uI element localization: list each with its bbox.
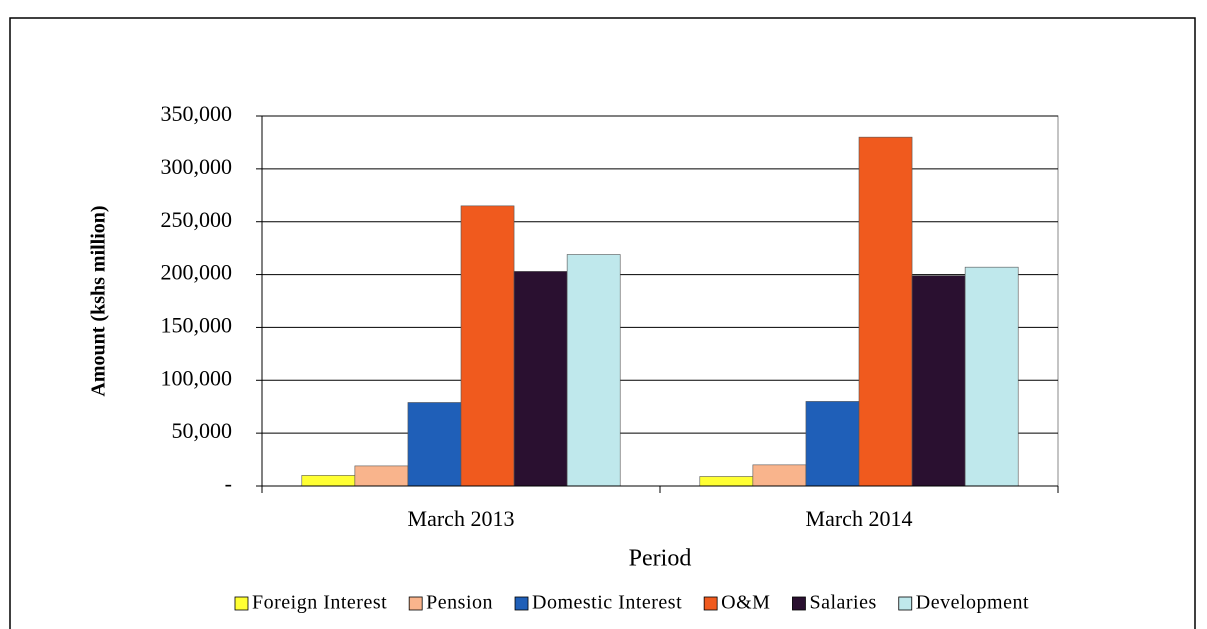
legend-swatch bbox=[703, 596, 718, 611]
bar bbox=[513, 271, 568, 487]
bar bbox=[752, 464, 807, 487]
bar bbox=[566, 254, 621, 487]
legend-label: Development bbox=[916, 592, 1029, 614]
y-tick-label: 200,000 bbox=[161, 260, 233, 285]
legend-swatch bbox=[234, 596, 249, 611]
legend-swatch bbox=[408, 596, 423, 611]
legend-swatch bbox=[514, 596, 529, 611]
y-tick-label: 250,000 bbox=[161, 207, 233, 232]
bar bbox=[460, 205, 515, 487]
bar bbox=[805, 401, 860, 487]
frame bbox=[9, 17, 1196, 629]
bar bbox=[858, 136, 913, 487]
bar bbox=[964, 266, 1019, 487]
y-tick-label: 100,000 bbox=[161, 365, 233, 390]
legend-label: Pension bbox=[426, 592, 493, 614]
x-tick-label: March 2014 bbox=[806, 506, 913, 531]
y-axis-label: Amount (kshs million) bbox=[88, 205, 110, 396]
x-axis-label: Period bbox=[629, 546, 692, 572]
bar bbox=[301, 475, 356, 487]
legend-label: Salaries bbox=[809, 592, 876, 614]
legend-swatch bbox=[898, 596, 913, 611]
bar bbox=[699, 476, 754, 487]
bar bbox=[354, 465, 409, 487]
y-tick-label: 50,000 bbox=[172, 418, 233, 443]
y-tick-label: 350,000 bbox=[161, 101, 233, 126]
legend-label: Domestic Interest bbox=[532, 592, 682, 614]
bar bbox=[911, 275, 966, 487]
legend-label: Foreign Interest bbox=[252, 592, 387, 614]
y-tick-label: - bbox=[225, 471, 232, 496]
legend: Foreign Interest Pension Domestic Interest… bbox=[234, 592, 1029, 614]
y-tick-label: 300,000 bbox=[161, 154, 233, 179]
x-tick-label: March 2013 bbox=[408, 506, 515, 531]
y-tick-label: 150,000 bbox=[161, 312, 233, 337]
legend-label: O&M bbox=[721, 592, 770, 614]
bar bbox=[407, 402, 462, 487]
legend-swatch bbox=[792, 596, 806, 611]
